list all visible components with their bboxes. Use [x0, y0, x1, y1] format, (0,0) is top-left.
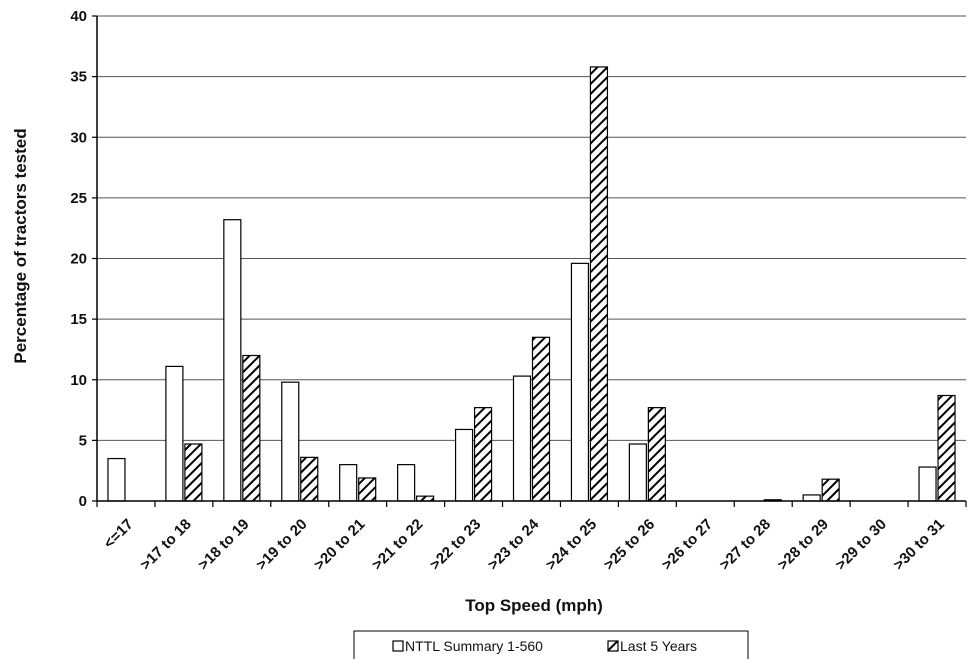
bar-nttl: [918, 466, 937, 502]
y-tick-label: 15: [70, 311, 87, 328]
x-tick-label: >25 to 26: [600, 516, 658, 574]
legend-label-nttl: NTTL Summary 1-560: [405, 638, 543, 654]
bar-last5: [473, 407, 493, 502]
bar-nttl: [223, 219, 242, 502]
y-tick-label: 5: [79, 432, 87, 449]
bar-last5: [242, 354, 261, 502]
x-tick-label: >18 to 19: [195, 516, 253, 574]
bar-nttl: [165, 365, 184, 502]
x-tick-label: >26 to 27: [658, 516, 716, 574]
bar-last5: [821, 478, 840, 502]
bar-nttl: [570, 262, 590, 502]
bar-nttl: [512, 375, 532, 502]
bar-nttl: [107, 457, 126, 502]
bars: [107, 66, 956, 502]
bar-nttl: [454, 428, 474, 502]
y-tick-label: 40: [70, 8, 87, 25]
x-tick-label: >24 to 25: [543, 516, 601, 574]
y-tick-label: 0: [79, 493, 87, 510]
bar-nttl: [628, 443, 647, 502]
bar-nttl: [281, 381, 300, 502]
bar-last5: [300, 456, 319, 502]
y-tick-label: 30: [70, 129, 87, 146]
x-tick-label: >23 to 24: [485, 515, 543, 573]
y-tick-label: 20: [70, 251, 87, 268]
legend-swatch-nttl: [392, 640, 404, 652]
axes: [92, 15, 967, 507]
gridlines: [97, 15, 966, 441]
legend-swatch-last5: [607, 640, 619, 652]
bar-nttl: [339, 464, 358, 502]
x-tick-label: >28 to 29: [774, 516, 832, 574]
x-tick-label: >30 to 31: [890, 516, 948, 574]
x-tick-label: >17 to 18: [137, 516, 195, 574]
x-axis-title: Top Speed (mph): [465, 596, 603, 615]
bar-last5: [589, 66, 609, 502]
x-tick-label: >20 to 21: [311, 516, 369, 574]
legend-box: [353, 630, 749, 659]
y-tick-labels: 0 5 10 15 20 25 30 35 40: [70, 8, 87, 510]
legend: NTTL Summary 1-560 Last 5 Years: [353, 630, 749, 659]
bar-nttl: [802, 494, 821, 502]
y-tick-label: 35: [70, 69, 87, 86]
bar-last5: [531, 336, 551, 502]
x-tick-label: >22 to 23: [427, 516, 485, 574]
bar-last5: [358, 477, 377, 502]
x-tick-label: >19 to 20: [253, 516, 311, 574]
x-tick-label: <=17: [101, 516, 137, 552]
x-tick-labels: <=17 >17 to 18 >18 to 19 >19 to 20 >20 to 21…: [101, 515, 948, 573]
bar-nttl: [397, 464, 416, 502]
y-axis-title: Percentage of tractors tested: [11, 128, 30, 363]
y-tick-label: 25: [70, 190, 87, 207]
x-tick-label: >27 to 28: [716, 516, 774, 574]
legend-label-last5: Last 5 Years: [620, 638, 697, 654]
bar-last5: [647, 407, 666, 502]
y-tick-label: 10: [70, 372, 87, 389]
bar-last5: [184, 443, 203, 502]
bar-last5: [937, 394, 956, 502]
x-tick-label: >29 to 30: [832, 516, 890, 574]
x-tick-label: >21 to 22: [369, 516, 427, 574]
